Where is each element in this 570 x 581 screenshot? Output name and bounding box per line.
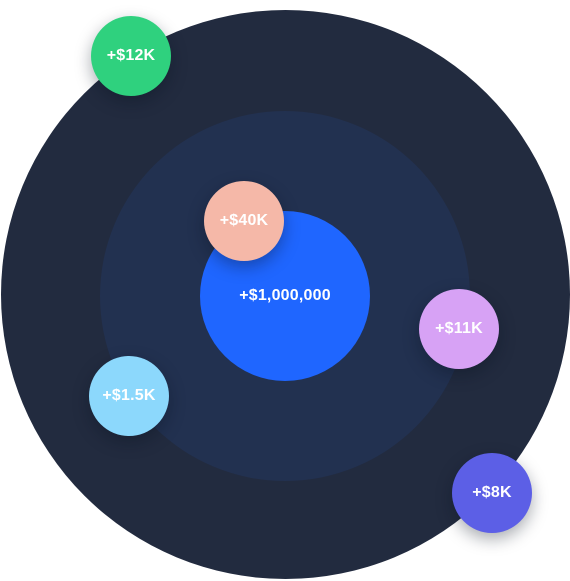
bubble-11k: +$11K xyxy=(419,289,499,369)
bubble-12k-label: +$12K xyxy=(106,47,156,64)
bubble-8k: +$8K xyxy=(452,453,532,533)
bubble-8k-label: +$8K xyxy=(472,484,512,501)
bubble-40k-label: +$40K xyxy=(219,212,269,229)
bubble-1-5k: +$1.5K xyxy=(89,356,169,436)
bubble-40k: +$40K xyxy=(204,181,284,261)
bubble-12k: +$12K xyxy=(91,16,171,96)
bubble-1-5k-label: +$1.5K xyxy=(102,387,156,404)
bubble-11k-label: +$11K xyxy=(435,320,483,337)
core-amount-label: +$1,000,000 xyxy=(239,287,331,304)
